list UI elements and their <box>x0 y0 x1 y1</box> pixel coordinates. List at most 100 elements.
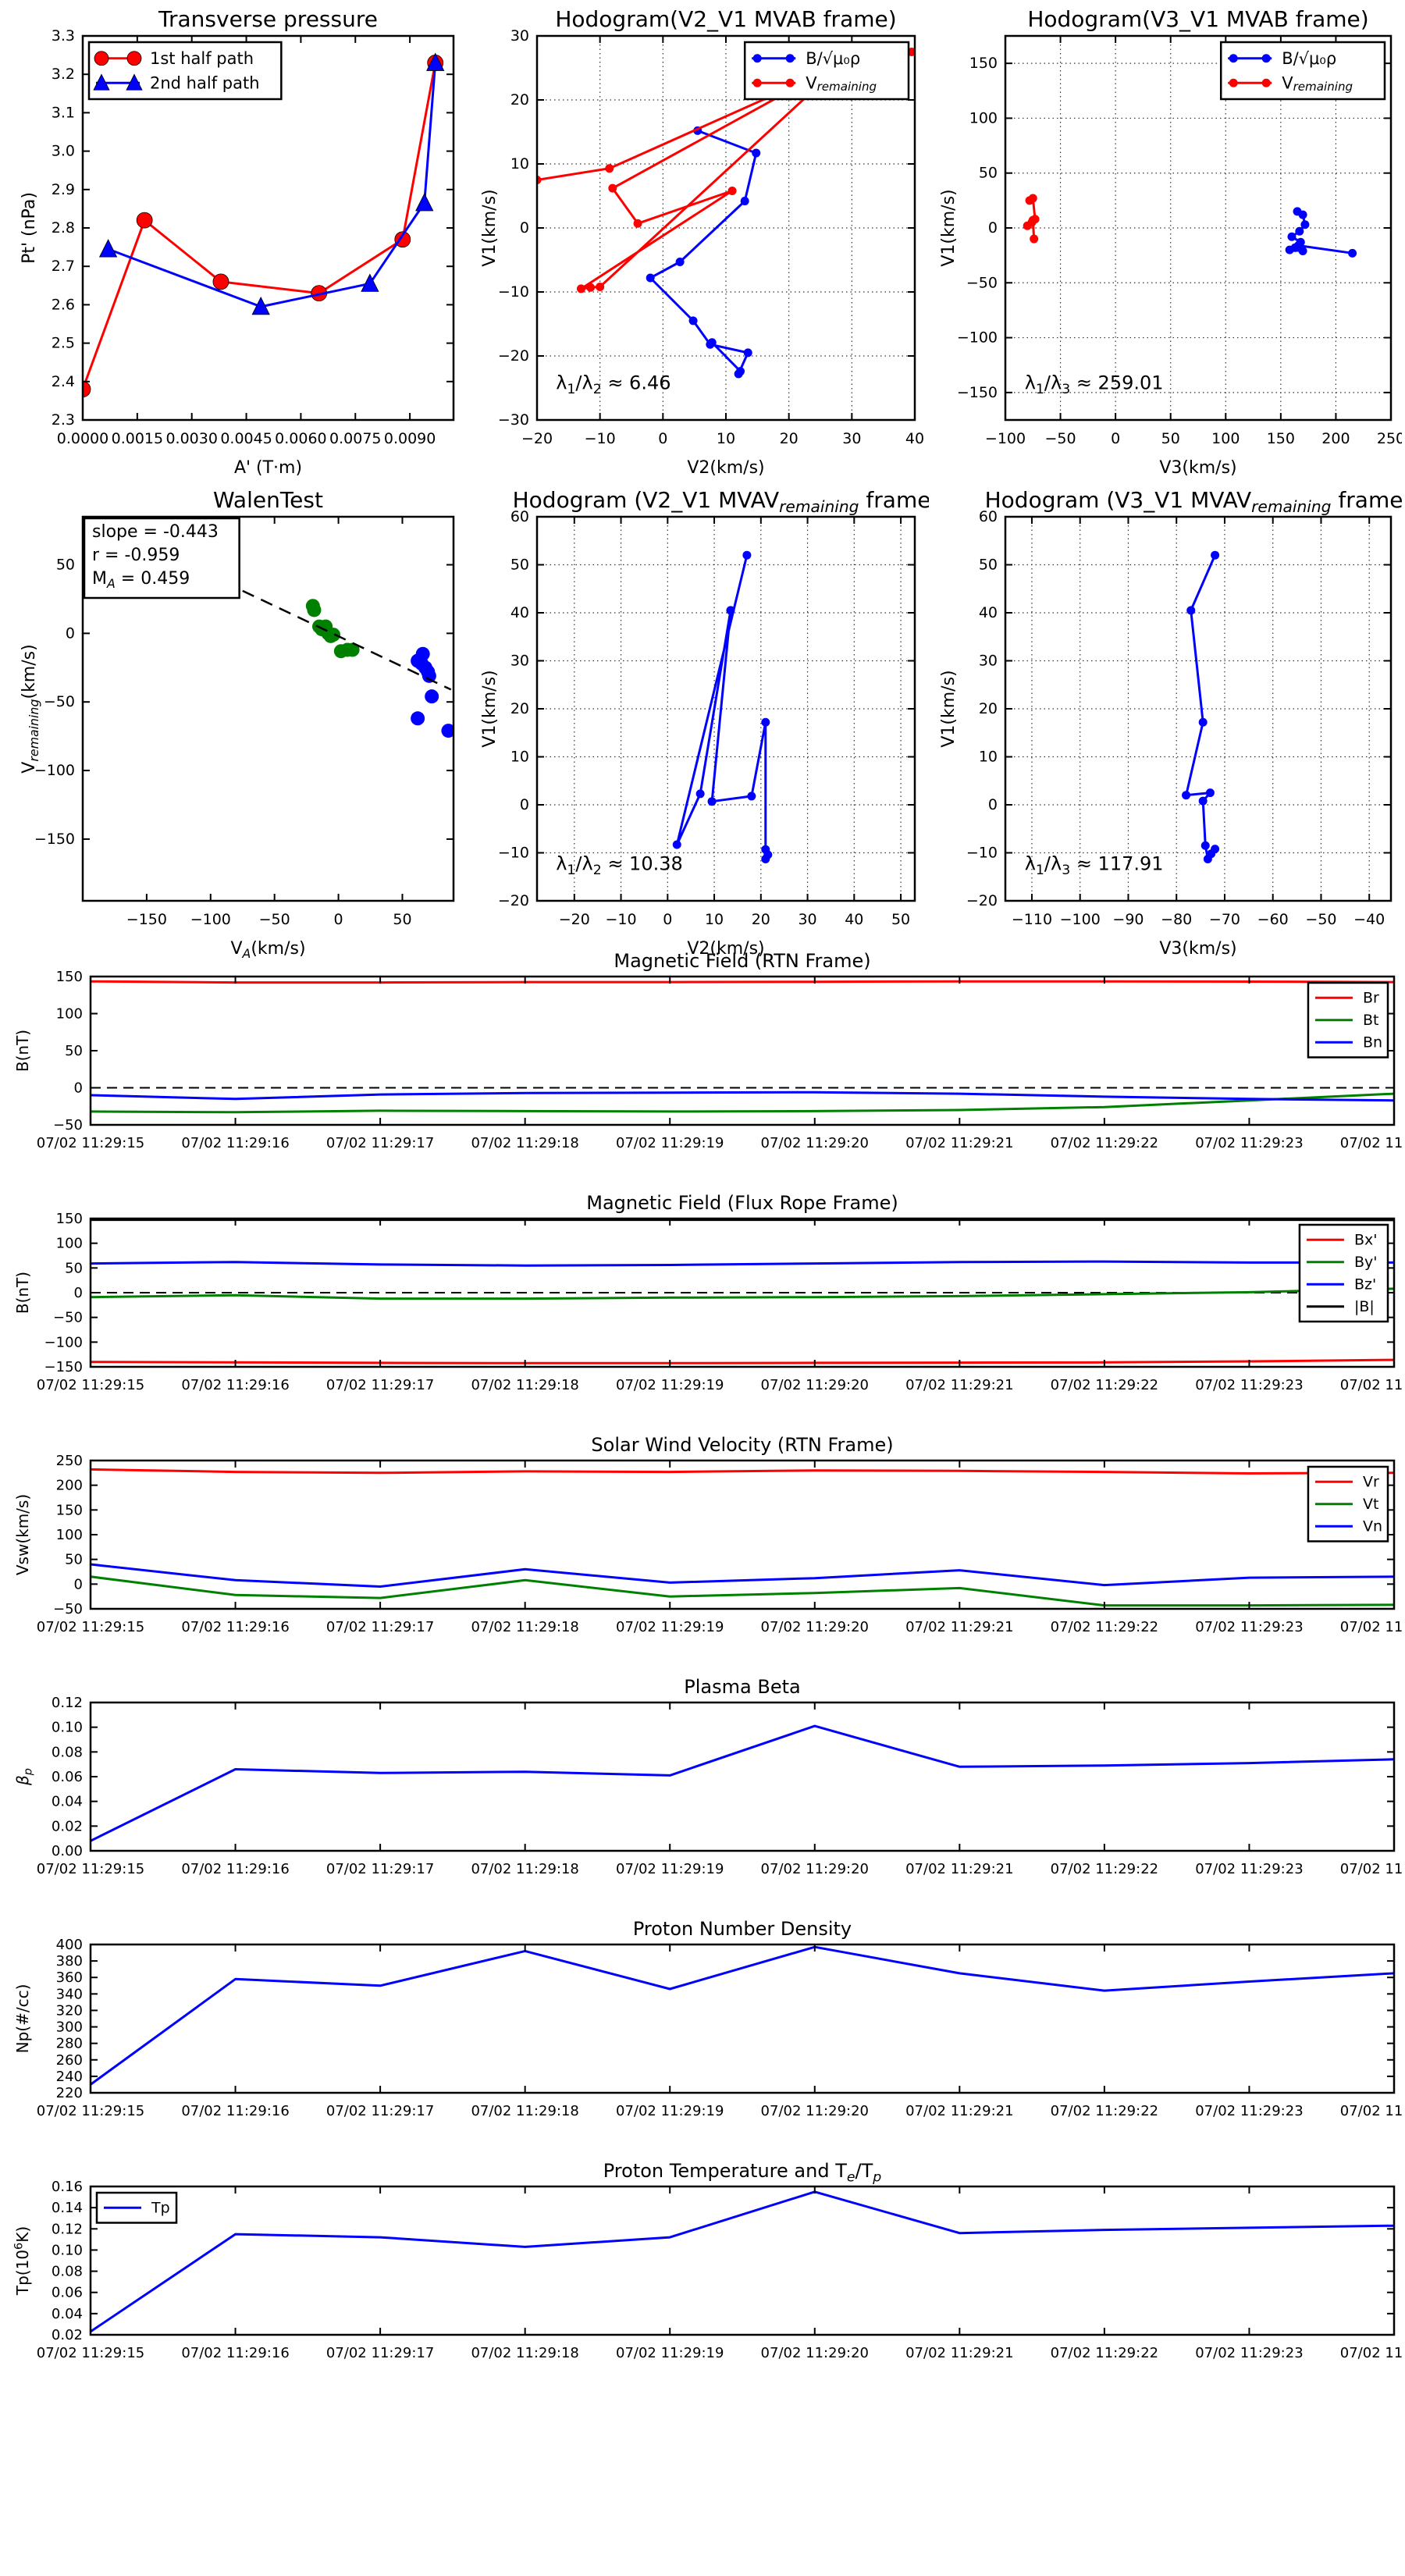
y-tick-label: 340 <box>56 1986 83 2002</box>
y-tick-label: 2.3 <box>52 411 75 429</box>
x-tick-label: 07/02 11:29:23 <box>1195 1861 1303 1877</box>
y-tick-label: 240 <box>56 2068 83 2084</box>
x-tick-label: 07/02 11:29:16 <box>181 2103 289 2119</box>
y-axis-label: βp <box>13 1768 34 1786</box>
legend-label: |B| <box>1354 1298 1375 1315</box>
axes-frame <box>89 1459 1396 1610</box>
x-tick-label: 07/02 11:29:20 <box>761 1135 869 1151</box>
legend-label: Bt <box>1363 1012 1378 1029</box>
chart-plasma-beta: 07/02 11:29:15 07/02 11:29:16 07/02 11:29:… <box>8 1674 1405 1888</box>
x-tick-label: 07/02 11:29:19 <box>616 1861 724 1877</box>
chart-proton-number-density: 07/02 11:29:15 07/02 11:29:16 07/02 11:29:… <box>8 1916 1405 2130</box>
legend: Br Bt Bn <box>1307 981 1389 1059</box>
x-tick-label: 07/02 11:29:19 <box>616 1377 724 1393</box>
x-tick-label: −60 <box>1257 911 1289 928</box>
y-tick-label: 220 <box>56 2085 83 2101</box>
series-Bn <box>91 1091 1394 1102</box>
svg-text:r = -0.959: r = -0.959 <box>92 546 180 565</box>
y-tick-label: 0.10 <box>52 1719 83 1735</box>
x-tick-label: 07/02 11:29:15 <box>37 1377 144 1393</box>
x-axis-label: VA(km/s) <box>230 939 305 961</box>
grid <box>537 517 915 901</box>
y-tick-label: −50 <box>53 1117 83 1133</box>
annotation: λ1/λ3 ≈ 117.91 <box>1025 853 1164 878</box>
x-tick-label: 07/02 11:29:15 <box>37 1619 144 1635</box>
x-tick-label: −50 <box>259 911 290 928</box>
x-tick-label: 07/02 11:29:18 <box>471 1377 578 1393</box>
chart-hodogram-v3v1-mvab: −100 −50 0 50 100 150 200 250 −150 −100 −50 0 50 100 1… <box>934 5 1405 489</box>
x-tick-label: 07/02 11:29:23 <box>1195 1377 1303 1393</box>
x-tick-label: 0.0015 <box>112 430 163 447</box>
x-tick-label: 200 <box>1321 430 1350 447</box>
y-axis-label: B(nT) <box>13 1030 32 1072</box>
x-tick-label: 07/02 11:29:15 <box>37 1861 144 1877</box>
y-tick-label: 150 <box>56 1211 83 1227</box>
x-tick-label: −10 <box>585 430 616 447</box>
plot-title: Magnetic Field (RTN Frame) <box>614 950 870 972</box>
x-tick-label: 07/02 11:29:24 <box>1340 2103 1403 2119</box>
series-1st half path <box>83 62 437 390</box>
chart-hodogram-v2v1-mvab: −20 −10 0 10 20 30 40 −30 −20 −10 0 10 20 30 Hodogram(… <box>475 5 929 489</box>
y-tick-label: 20 <box>510 700 529 717</box>
plot-walen_test: −150 −100 −50 0 50 −150 −100 −50 0 50 WalenTest VA(… <box>20 487 455 961</box>
y-axis-label: V1(km/s) <box>939 670 959 747</box>
y-tick-label: 0 <box>988 796 998 813</box>
x-tick-label: 07/02 11:29:16 <box>181 1861 289 1877</box>
legend-label: Tp <box>151 2199 170 2216</box>
x-tick-label: 07/02 11:29:20 <box>761 2345 869 2361</box>
y-tick-label: 0.04 <box>52 1793 83 1809</box>
x-tick-label: 07/02 11:29:22 <box>1051 1135 1158 1151</box>
x-tick-label: 100 <box>1211 430 1240 447</box>
y-tick-label: 50 <box>979 165 998 182</box>
legend: Bx' By' Bz' |B| <box>1298 1223 1389 1323</box>
x-tick-label: 0.0030 <box>165 430 217 447</box>
plot-title: Transverse pressure <box>158 6 378 32</box>
series-Vn <box>91 1563 1394 1588</box>
x-tick-label: 07/02 11:29:18 <box>471 1861 578 1877</box>
x-tick-label: 07/02 11:29:17 <box>326 1861 434 1877</box>
series-V_path <box>1185 554 1216 860</box>
x-tick-label: −100 <box>985 430 1026 447</box>
x-axis-label: V2(km/s) <box>687 939 764 959</box>
x-tick-label: 07/02 11:29:21 <box>905 1861 1013 1877</box>
y-tick-label: −50 <box>966 274 998 291</box>
x-tick-label: 07/02 11:29:16 <box>181 2345 289 2361</box>
markers-V_remaining <box>1023 194 1040 244</box>
x-tick-label: 0.0090 <box>384 430 436 447</box>
x-tick-label: 07/02 11:29:19 <box>616 2103 724 2119</box>
series-Bz' <box>91 1260 1394 1267</box>
plot-title: Hodogram (V3_V1 MVAVremaining frame) <box>985 487 1402 516</box>
y-tick-label: 0 <box>66 624 75 642</box>
chart-proton-temperature: 07/02 11:29:15 07/02 11:29:16 07/02 11:29:… <box>8 2158 1405 2372</box>
y-tick-label: 30 <box>510 27 529 44</box>
y-tick-label: 0.08 <box>52 2263 83 2279</box>
x-tick-label: 07/02 11:29:24 <box>1340 1861 1403 1877</box>
x-tick-label: 07/02 11:29:16 <box>181 1377 289 1393</box>
chart-hodogram-v3v1-mvav: −110 −100 −90 −80 −70 −60 −50 −40 −20 −10 0 10 20 30 4… <box>934 486 1405 970</box>
y-tick-label: 0.12 <box>52 2221 83 2237</box>
y-tick-label: 150 <box>56 969 83 985</box>
series-Vr <box>91 1468 1394 1475</box>
y-tick-label: 40 <box>510 604 529 621</box>
x-tick-label: 07/02 11:29:23 <box>1195 1619 1303 1635</box>
x-tick-label: 07/02 11:29:18 <box>471 2103 578 2119</box>
y-tick-label: 0.10 <box>52 2242 83 2258</box>
x-tick-label: 07/02 11:29:19 <box>616 1619 724 1635</box>
legend-label: Vt <box>1363 1496 1378 1513</box>
legend-label: Vn <box>1363 1517 1382 1535</box>
x-tick-label: 50 <box>1161 430 1180 447</box>
y-tick-label: −50 <box>53 1601 83 1617</box>
legend-label: B/√μ₀ρ <box>1282 49 1336 68</box>
y-axis-label: Vsw(km/s) <box>13 1494 32 1575</box>
plot-hodogram_v2v1_mvab: −20 −10 0 10 20 30 40−30−20−100102030Hodogram(… <box>480 6 924 478</box>
ticks <box>1005 36 1392 420</box>
x-tick-label: −80 <box>1161 911 1192 928</box>
x-tick-label: 20 <box>780 430 799 447</box>
svg-text:slope = -0.443: slope = -0.443 <box>92 522 219 542</box>
chart-walen-test: −150 −100 −50 0 50 −150 −100 −50 0 50 WalenTest VA(… <box>14 486 471 970</box>
plot-hodogram_v3v1_mvav: −110 −100 −90 −80 −70 −60 −50 −40−20−1001020304… <box>939 487 1405 959</box>
y-tick-label: 40 <box>979 604 998 621</box>
y-axis-label: V1(km/s) <box>939 189 959 266</box>
y-tick-label: 10 <box>510 155 529 173</box>
markers-V_path <box>672 550 773 863</box>
